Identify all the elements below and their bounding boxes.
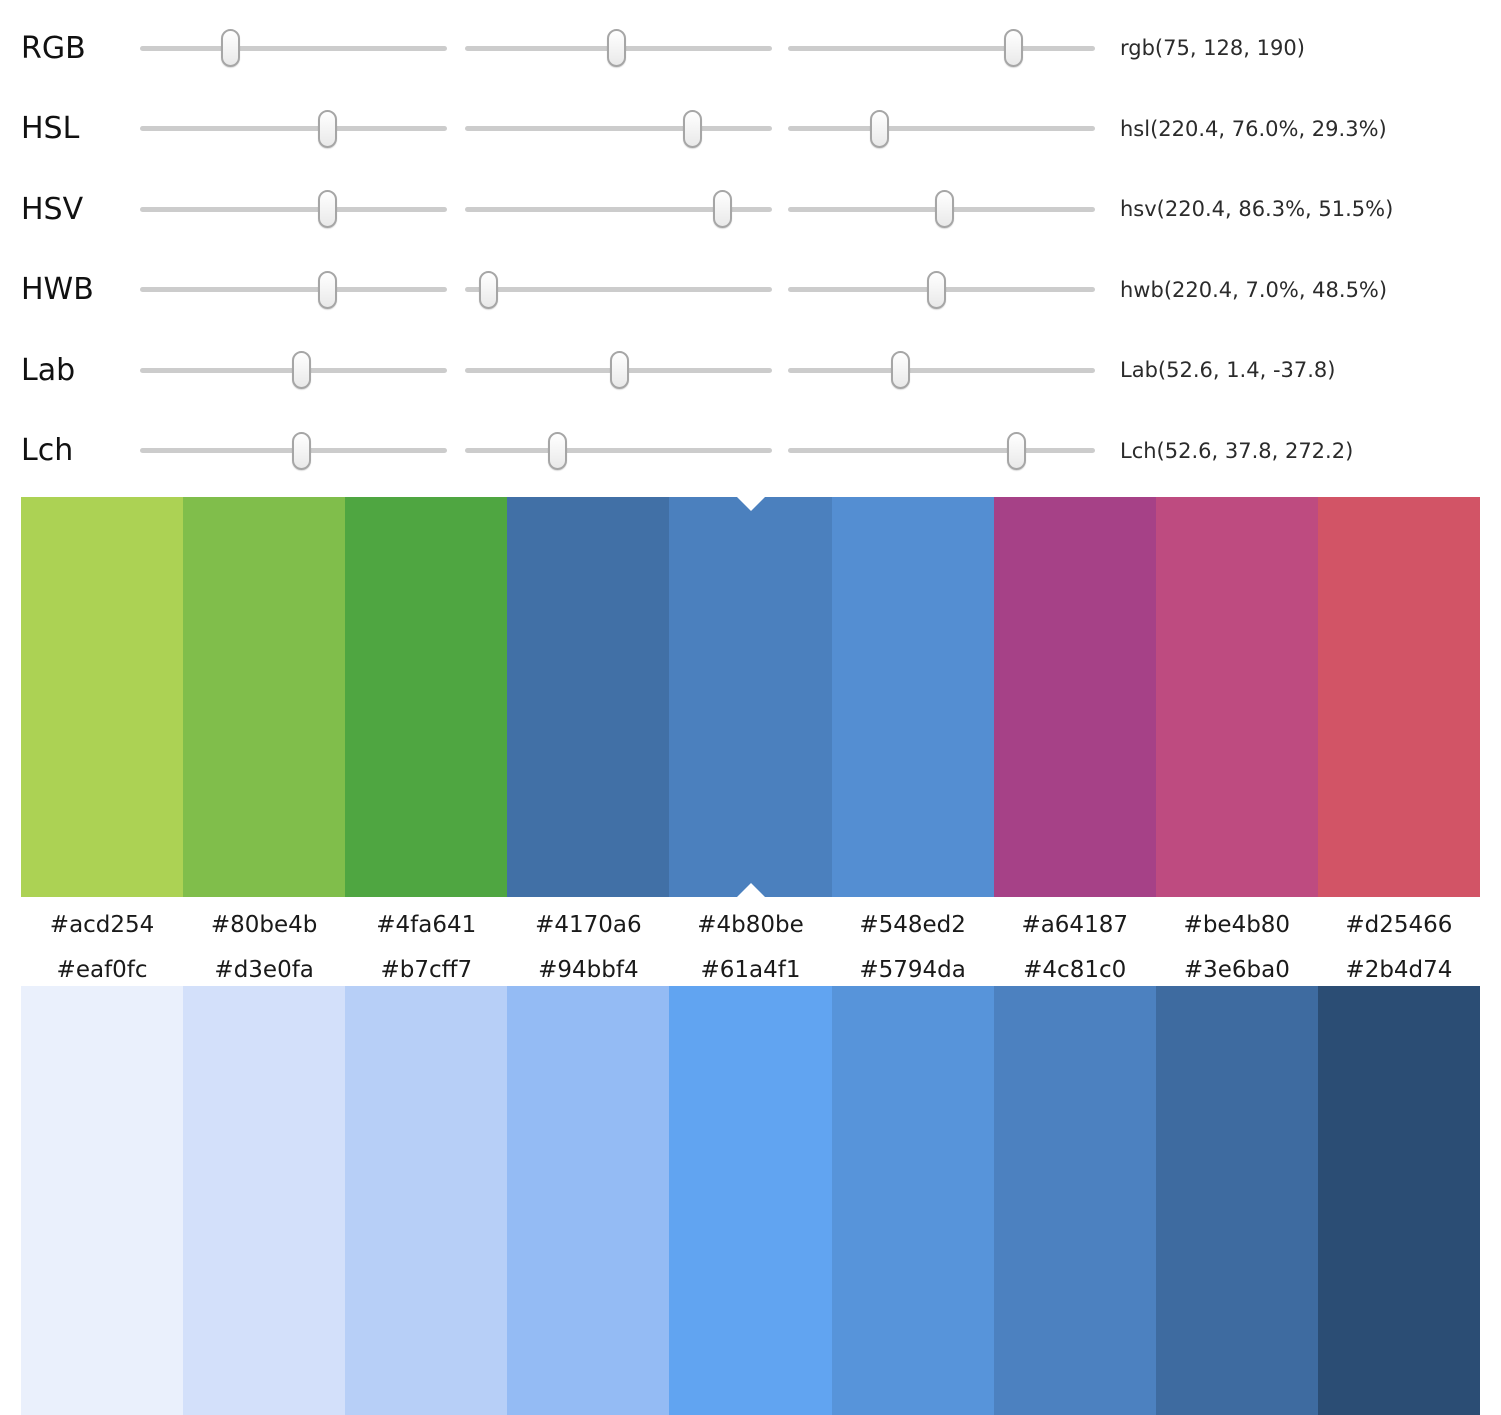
color-swatch[interactable] [669, 497, 832, 897]
color-swatch[interactable] [831, 986, 994, 1415]
selected-swatch-marker-bottom [736, 883, 765, 897]
hex-code-label: #4fa641 [376, 912, 477, 938]
slider-row-lch: Lch Lch(52.6, 37.8, 272.2) [0, 411, 1501, 492]
slider-track-hwb-2[interactable] [788, 270, 1095, 309]
slider-value-readout: hwb(220.4, 7.0%, 48.5%) [1120, 277, 1388, 302]
hex-code-label: #4170a6 [535, 912, 642, 938]
slider-track-lch-2[interactable] [788, 431, 1095, 470]
slider-track-hwb-0[interactable] [140, 270, 447, 309]
scale-hex-row: #eaf0fc #d3e0fa #b7cff7 #94bbf4 #61a4f1 #5794… [21, 953, 1480, 987]
slider-thumb-lab-0[interactable] [291, 351, 311, 390]
slider-row-hsv: HSV hsv(220.4, 86.3%, 51.5%) [0, 169, 1501, 250]
hex-code-label: #a64187 [1021, 912, 1128, 938]
slider-thumb-lab-2[interactable] [890, 351, 910, 390]
hex-code-label: #eaf0fc [56, 957, 148, 983]
slider-group-label: HSL [21, 111, 80, 147]
palette-band [21, 497, 1480, 897]
scale-band [21, 986, 1480, 1415]
slider-row-hwb: HWB hwb(220.4, 7.0%, 48.5%) [0, 250, 1501, 331]
color-swatch[interactable] [507, 986, 670, 1415]
slider-track-lab-1[interactable] [465, 351, 772, 390]
slider-track-hsl-2[interactable] [788, 109, 1095, 148]
slider-thumb-hwb-2[interactable] [927, 270, 947, 309]
hex-code-label: #61a4f1 [700, 957, 801, 983]
color-swatch[interactable] [507, 497, 670, 897]
color-swatch[interactable] [21, 497, 184, 897]
slider-group-label: HSV [21, 191, 84, 227]
slider-thumb-hwb-0[interactable] [318, 270, 338, 309]
color-swatch[interactable] [345, 497, 508, 897]
slider-thumb-hsv-1[interactable] [713, 190, 733, 229]
color-swatch[interactable] [1317, 986, 1480, 1415]
slider-group-label: HWB [21, 272, 94, 308]
slider-value-readout: hsl(220.4, 76.0%, 29.3%) [1120, 116, 1387, 141]
slider-thumb-hsl-0[interactable] [318, 109, 338, 148]
color-swatch[interactable] [1155, 497, 1318, 897]
slider-group-label: RGB [21, 30, 86, 66]
slider-track-lab-0[interactable] [140, 351, 447, 390]
slider-thumb-hsv-0[interactable] [318, 190, 338, 229]
slider-track-hwb-1[interactable] [465, 270, 772, 309]
slider-row-lab: Lab Lab(52.6, 1.4, -37.8) [0, 330, 1501, 411]
color-swatch[interactable] [993, 497, 1156, 897]
hex-code-label: #3e6ba0 [1183, 957, 1290, 983]
slider-track-rgb-2[interactable] [788, 29, 1095, 68]
slider-track-rgb-0[interactable] [140, 29, 447, 68]
slider-value-readout: rgb(75, 128, 190) [1120, 36, 1305, 61]
hex-code-label: #d25466 [1345, 912, 1453, 938]
hex-code-label: #d3e0fa [214, 957, 314, 983]
slider-row-hsl: HSL hsl(220.4, 76.0%, 29.3%) [0, 89, 1501, 170]
selected-swatch-marker-top [736, 497, 765, 511]
hex-code-label: #80be4b [210, 912, 318, 938]
slider-group-label: Lch [21, 433, 74, 469]
color-swatch[interactable] [993, 986, 1156, 1415]
hex-code-label: #be4b80 [1183, 912, 1291, 938]
slider-value-readout: Lab(52.6, 1.4, -37.8) [1120, 358, 1336, 383]
slider-value-readout: hsv(220.4, 86.3%, 51.5%) [1120, 197, 1394, 222]
slider-thumb-lch-1[interactable] [548, 431, 568, 470]
slider-track-lab-2[interactable] [788, 351, 1095, 390]
slider-thumb-rgb-1[interactable] [607, 29, 627, 68]
color-swatch[interactable] [345, 986, 508, 1415]
slider-thumb-hsl-2[interactable] [869, 109, 889, 148]
hex-code-label: #4b80be [697, 912, 804, 938]
slider-track-hsv-0[interactable] [140, 190, 447, 229]
slider-track-lch-1[interactable] [465, 431, 772, 470]
slider-thumb-rgb-2[interactable] [1004, 29, 1024, 68]
slider-thumb-rgb-0[interactable] [220, 29, 240, 68]
slider-value-readout: Lch(52.6, 37.8, 272.2) [1120, 438, 1354, 463]
slider-thumb-lch-0[interactable] [291, 431, 311, 470]
hex-code-label: #acd254 [49, 912, 155, 938]
color-swatch[interactable] [1155, 986, 1318, 1415]
color-swatch[interactable] [21, 986, 184, 1415]
color-swatch[interactable] [183, 986, 346, 1415]
color-swatch[interactable] [183, 497, 346, 897]
slider-track-rgb-1[interactable] [465, 29, 772, 68]
slider-track-hsv-1[interactable] [465, 190, 772, 229]
slider-thumb-hwb-1[interactable] [478, 270, 498, 309]
hex-code-label: #548ed2 [859, 912, 966, 938]
slider-thumb-lch-2[interactable] [1007, 431, 1027, 470]
slider-thumb-hsv-2[interactable] [935, 190, 955, 229]
color-swatch[interactable] [1317, 497, 1480, 897]
color-swatch[interactable] [669, 986, 832, 1415]
slider-track-hsv-2[interactable] [788, 190, 1095, 229]
slider-thumb-lab-1[interactable] [609, 351, 629, 390]
slider-track-hsl-0[interactable] [140, 109, 447, 148]
slider-section: RGB rgb(75, 128, 190) HSL hsl(220.4, 76.0%,… [0, 0, 1501, 491]
hex-code-label: #2b4d74 [1345, 957, 1453, 983]
palette-hex-row: #acd254 #80be4b #4fa641 #4170a6 #4b80be #548e… [21, 908, 1480, 942]
color-swatch[interactable] [831, 497, 994, 897]
hex-code-label: #5794da [859, 957, 966, 983]
hex-code-label: #94bbf4 [538, 957, 639, 983]
hex-code-label: #4c81c0 [1023, 957, 1127, 983]
hex-code-label: #b7cff7 [380, 957, 473, 983]
slider-track-lch-0[interactable] [140, 431, 447, 470]
slider-thumb-hsl-1[interactable] [682, 109, 702, 148]
slider-track-hsl-1[interactable] [465, 109, 772, 148]
slider-group-label: Lab [21, 352, 76, 388]
slider-row-rgb: RGB rgb(75, 128, 190) [0, 8, 1501, 89]
